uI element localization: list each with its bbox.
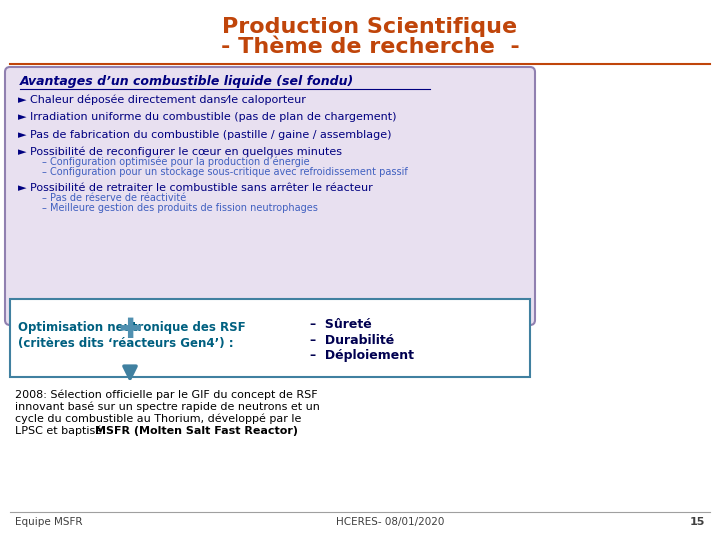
Text: HCERES- 08/01/2020: HCERES- 08/01/2020 xyxy=(336,517,444,527)
Text: –: – xyxy=(42,157,47,167)
Text: 15: 15 xyxy=(690,517,705,527)
Text: LPSC et baptisé: LPSC et baptisé xyxy=(15,426,106,436)
Text: ►: ► xyxy=(18,183,27,193)
Text: –  Déploiement: – Déploiement xyxy=(310,349,414,362)
Text: Equipe MSFR: Equipe MSFR xyxy=(15,517,83,527)
Text: ►: ► xyxy=(18,130,27,140)
Text: ✚: ✚ xyxy=(118,316,142,344)
Text: Avantages d’un combustible liquide (sel fondu): Avantages d’un combustible liquide (sel … xyxy=(20,76,354,89)
Text: 2008: Sélection officielle par le GIF du concept de RSF: 2008: Sélection officielle par le GIF du… xyxy=(15,390,318,400)
Text: –  Sûreté: – Sûreté xyxy=(310,319,372,332)
Text: Optimisation neutronique des RSF: Optimisation neutronique des RSF xyxy=(18,321,246,334)
Text: innovant basé sur un spectre rapide de neutrons et un: innovant basé sur un spectre rapide de n… xyxy=(15,402,320,412)
Text: Possibilité de reconfigurer le cœur en quelques minutes: Possibilité de reconfigurer le cœur en q… xyxy=(30,147,342,157)
Text: Irradiation uniforme du combustible (pas de plan de chargement): Irradiation uniforme du combustible (pas… xyxy=(30,112,397,122)
Text: Pas de réserve de réactivité: Pas de réserve de réactivité xyxy=(50,193,186,203)
Text: Chaleur déposée directement dans⁄le caloporteur: Chaleur déposée directement dans⁄le calo… xyxy=(30,94,306,105)
Text: Possibilité de retraiter le combustible sans arrêter le réacteur: Possibilité de retraiter le combustible … xyxy=(30,183,373,193)
Text: –: – xyxy=(42,167,47,177)
Text: Configuration optimisée pour la production d’énergie: Configuration optimisée pour la producti… xyxy=(50,157,310,167)
Text: - Thème de recherche  -: - Thème de recherche - xyxy=(220,37,519,57)
Text: ►: ► xyxy=(18,112,27,122)
Text: Pas de fabrication du combustible (pastille / gaine / assemblage): Pas de fabrication du combustible (pasti… xyxy=(30,130,392,140)
FancyBboxPatch shape xyxy=(5,67,535,325)
Text: (critères dits ‘réacteurs Gen4’) :: (critères dits ‘réacteurs Gen4’) : xyxy=(18,336,233,349)
Text: cycle du combustible au Thorium, développé par le: cycle du combustible au Thorium, dévelop… xyxy=(15,414,302,424)
Text: Configuration pour un stockage sous-critique avec refroidissement passif: Configuration pour un stockage sous-crit… xyxy=(50,167,408,177)
FancyBboxPatch shape xyxy=(10,299,530,377)
Text: ►: ► xyxy=(18,147,27,157)
Text: –: – xyxy=(42,203,47,213)
Text: ►: ► xyxy=(18,95,27,105)
Text: Production Scientifique: Production Scientifique xyxy=(222,17,518,37)
Text: Meilleure gestion des produits de fission neutrophages: Meilleure gestion des produits de fissio… xyxy=(50,203,318,213)
Text: –: – xyxy=(42,193,47,203)
Text: MSFR (Molten Salt Fast Reactor): MSFR (Molten Salt Fast Reactor) xyxy=(95,426,298,436)
Text: –  Durabilité: – Durabilité xyxy=(310,334,395,347)
